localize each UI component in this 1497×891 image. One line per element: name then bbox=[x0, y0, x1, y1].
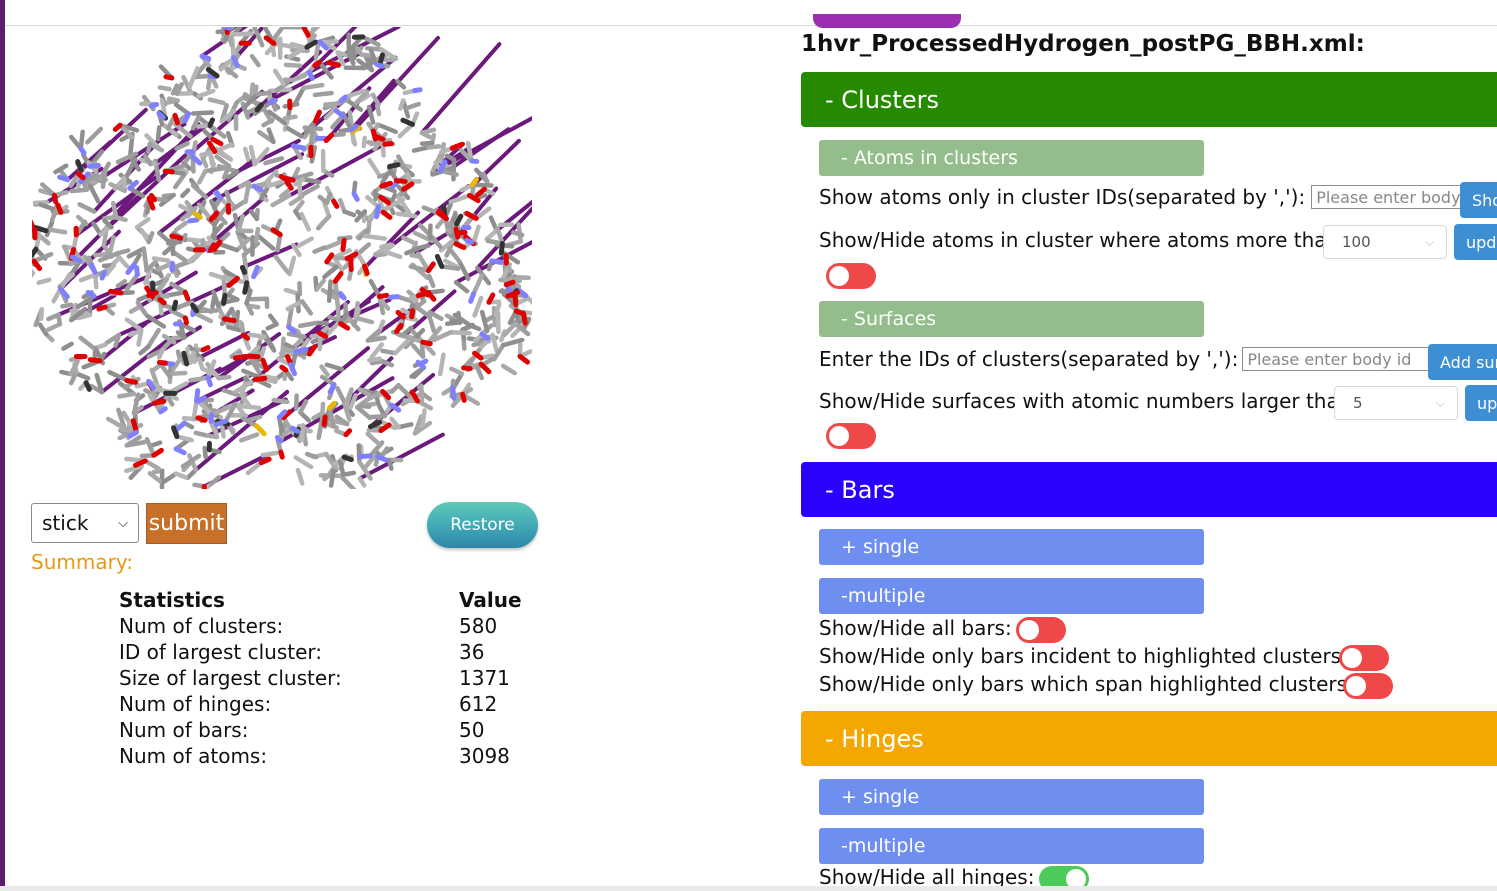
table-row: ID of largest cluster: 36 bbox=[119, 639, 522, 665]
toggle-knob bbox=[1342, 648, 1362, 668]
stat-name: Num of clusters: bbox=[119, 614, 284, 638]
surface-threshold-value: 5 bbox=[1353, 394, 1363, 412]
bars-incident-toggle[interactable] bbox=[1339, 645, 1389, 671]
stat-name: ID of largest cluster: bbox=[119, 640, 322, 664]
bars-all-toggle[interactable] bbox=[1016, 617, 1066, 643]
stat-value: 3098 bbox=[459, 744, 510, 768]
control-panel: 1hvr_ProcessedHydrogen_postPG_BBH.xml: -… bbox=[801, 0, 1497, 891]
summary-label: Summary: bbox=[31, 550, 133, 574]
bars-all-label: Show/Hide all bars: bbox=[819, 616, 1012, 640]
enter-ids-row: Enter the IDs of clusters(separated by '… bbox=[819, 347, 1449, 371]
top-divider bbox=[5, 25, 1497, 26]
atom-threshold-value: 100 bbox=[1342, 233, 1371, 251]
toggle-knob bbox=[1346, 676, 1366, 696]
bottom-divider bbox=[0, 886, 1497, 891]
bars-all-row: Show/Hide all bars: bbox=[819, 616, 1012, 640]
molecule-structure bbox=[32, 27, 532, 489]
bars-section-header[interactable]: - Bars bbox=[801, 462, 1497, 517]
stat-name: Num of atoms: bbox=[119, 744, 268, 768]
surf-larger-row: Show/Hide surfaces with atomic numbers l… bbox=[819, 389, 1351, 413]
table-row: Num of atoms: 3098 bbox=[119, 743, 522, 769]
hide-more-row: Show/Hide atoms in cluster where atoms m… bbox=[819, 228, 1339, 252]
hinges-all-row: Show/Hide all hinges: bbox=[819, 865, 1034, 889]
update-button[interactable]: update bbox=[1454, 224, 1497, 260]
hinges-single-header[interactable]: + single bbox=[819, 779, 1204, 815]
surfaces-header[interactable]: - Surfaces bbox=[819, 301, 1204, 337]
submit-button[interactable]: submit bbox=[146, 503, 227, 544]
table-row: Num of bars: 50 bbox=[119, 717, 522, 743]
atoms-more-toggle[interactable] bbox=[826, 263, 876, 289]
stat-value: 580 bbox=[459, 614, 498, 638]
enter-ids-label: Enter the IDs of clusters(separated by '… bbox=[819, 347, 1239, 371]
show-ids-label: Show atoms only in cluster IDs(separated… bbox=[819, 185, 1306, 209]
bars-span-row: Show/Hide only bars which span highlight… bbox=[819, 672, 1354, 696]
atoms-in-clusters-header[interactable]: - Atoms in clusters bbox=[819, 140, 1204, 176]
restore-button[interactable]: Restore bbox=[427, 502, 538, 548]
stat-value: 612 bbox=[459, 692, 498, 716]
hide-more-label: Show/Hide atoms in cluster where atoms m… bbox=[819, 228, 1340, 252]
representation-value: stick bbox=[42, 511, 89, 535]
statistics-header: Statistics bbox=[119, 588, 225, 612]
table-row: Size of largest cluster: 1371 bbox=[119, 665, 522, 691]
bars-single-header[interactable]: + single bbox=[819, 529, 1204, 565]
show-ids-row: Show atoms only in cluster IDs(separated… bbox=[819, 185, 1484, 209]
hinges-all-label: Show/Hide all hinges: bbox=[819, 865, 1035, 889]
show-button[interactable]: Show bbox=[1460, 182, 1497, 218]
value-header: Value bbox=[459, 588, 522, 612]
purple-tab[interactable] bbox=[813, 14, 961, 28]
hinges-section-header[interactable]: - Hinges bbox=[801, 711, 1497, 766]
surface-ids-input[interactable]: Please enter body id bbox=[1242, 347, 1449, 371]
toggle-knob bbox=[1066, 869, 1086, 889]
table-row: Num of hinges: 612 bbox=[119, 691, 522, 717]
window-left-edge bbox=[0, 0, 5, 891]
stat-value: 1371 bbox=[459, 666, 510, 690]
hinges-multiple-header[interactable]: -multiple bbox=[819, 828, 1204, 864]
cluster-ids-input[interactable]: Please enter body id bbox=[1311, 185, 1484, 209]
toggle-knob bbox=[829, 266, 849, 286]
stat-name: Size of largest cluster: bbox=[119, 666, 342, 690]
toggle-knob bbox=[1019, 620, 1039, 640]
surface-update-button[interactable]: update bbox=[1465, 385, 1497, 421]
chevron-down-icon: ⌵ bbox=[1435, 395, 1445, 410]
stat-name: Num of bars: bbox=[119, 718, 249, 742]
summary-table: Statistics Value Num of clusters: 580 ID … bbox=[119, 587, 522, 769]
summary-header-row: Statistics Value bbox=[119, 587, 522, 613]
toggle-knob bbox=[829, 426, 849, 446]
surface-threshold-select[interactable]: 5 ⌵ bbox=[1334, 386, 1458, 420]
molecule-viewer[interactable] bbox=[32, 27, 532, 489]
atom-threshold-select[interactable]: 100 ⌵ bbox=[1323, 225, 1447, 259]
bars-span-toggle[interactable] bbox=[1343, 673, 1393, 699]
chevron-down-icon: ⌵ bbox=[1424, 234, 1434, 249]
clusters-section-header[interactable]: - Clusters bbox=[801, 72, 1497, 127]
stat-value: 50 bbox=[459, 718, 485, 742]
file-title: 1hvr_ProcessedHydrogen_postPG_BBH.xml: bbox=[801, 31, 1365, 57]
bars-incident-row: Show/Hide only bars incident to highligh… bbox=[819, 644, 1348, 668]
bars-multiple-header[interactable]: -multiple bbox=[819, 578, 1204, 614]
surf-larger-label: Show/Hide surfaces with atomic numbers l… bbox=[819, 389, 1352, 413]
representation-select[interactable]: stick ⌵ bbox=[31, 503, 139, 543]
add-surface-button[interactable]: Add surface bbox=[1428, 344, 1497, 380]
table-row: Num of clusters: 580 bbox=[119, 613, 522, 639]
surfaces-toggle[interactable] bbox=[826, 423, 876, 449]
bars-span-label: Show/Hide only bars which span highlight… bbox=[819, 672, 1354, 696]
bars-incident-label: Show/Hide only bars incident to highligh… bbox=[819, 644, 1348, 668]
chevron-down-icon: ⌵ bbox=[118, 515, 128, 531]
stat-name: Num of hinges: bbox=[119, 692, 272, 716]
stat-value: 36 bbox=[459, 640, 485, 664]
